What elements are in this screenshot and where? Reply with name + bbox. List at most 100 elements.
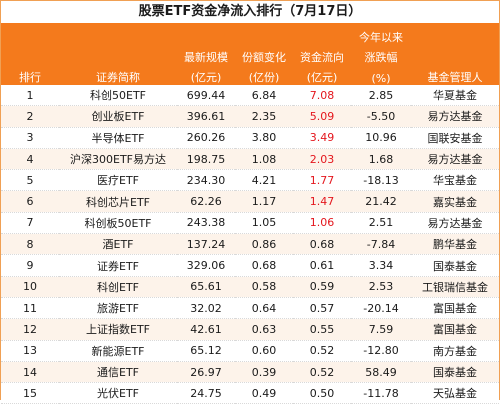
rank-cell: 9 [1,254,59,277]
scale-cell: 234.30 [177,169,235,192]
header-name: 证券简称 [59,65,177,85]
flow-cell: 0.52 [293,361,351,384]
share-change-cell: 3.80 [235,127,293,149]
rank-cell: 14 [1,361,59,384]
name-cell: 科创50ETF [59,85,177,107]
name-cell: 证券ETF [59,254,177,277]
name-cell: 科创芯片ETF [59,190,177,213]
header-spacer [1,45,59,65]
flow-cell: 2.03 [293,148,351,171]
flow-cell: 1.06 [293,212,351,235]
table-row: 4 沪深300ETF易方达 198.75 1.08 2.03 1.68 易方达基… [1,148,499,171]
flow-cell: 1.77 [293,169,351,192]
ytd-change-cell: 21.42 [351,190,411,213]
share-change-cell: 2.35 [235,105,293,128]
rank-cell: 13 [1,340,59,362]
flow-cell: 3.49 [293,127,351,149]
flow-cell: 0.52 [293,340,351,362]
ytd-change-cell: 3.34 [351,254,411,277]
scale-cell: 62.26 [177,190,235,213]
header-ytd-line1: 今年以来 [351,23,411,45]
rank-cell: 15 [1,382,59,404]
header-rank: 排行 [1,65,59,85]
ytd-change-cell: -5.50 [351,105,411,128]
table-row: 15 光伏ETF 24.75 0.49 0.50 -11.78 天弘基金 [1,382,499,404]
flow-cell: 0.61 [293,254,351,277]
share-change-cell: 6.84 [235,85,293,107]
name-cell: 沪深300ETF易方达 [59,148,177,171]
manager-cell: 天弘基金 [411,382,499,404]
scale-cell: 65.61 [177,276,235,298]
rank-cell: 12 [1,318,59,341]
rank-cell: 10 [1,276,59,298]
name-cell: 通信ETF [59,361,177,384]
ytd-change-cell: 1.68 [351,148,411,171]
share-change-cell: 0.49 [235,382,293,404]
manager-cell: 富国基金 [411,297,499,320]
scale-cell: 137.24 [177,233,235,256]
name-cell: 旅游ETF [59,297,177,320]
rank-cell: 7 [1,212,59,235]
name-cell: 光伏ETF [59,382,177,404]
ytd-change-cell: 58.49 [351,361,411,384]
table-title: 股票ETF资金净流入排行（7月17日） [1,1,499,23]
rank-cell: 3 [1,127,59,149]
ytd-change-cell: -12.80 [351,340,411,362]
share-change-cell: 0.58 [235,276,293,298]
ytd-change-cell: -20.14 [351,297,411,320]
rank-cell: 2 [1,105,59,128]
table-row: 14 通信ETF 26.97 0.39 0.52 58.49 国泰基金 [1,361,499,384]
table-row: 7 科创板50ETF 243.38 1.05 1.06 2.51 易方达基金 [1,212,499,235]
header-spacer [411,23,499,45]
table-row: 9 证券ETF 329.06 0.68 0.61 3.34 国泰基金 [1,254,499,277]
manager-cell: 国联安基金 [411,127,499,149]
name-cell: 科创ETF [59,276,177,298]
scale-cell: 65.12 [177,340,235,362]
name-cell: 创业板ETF [59,105,177,128]
header-share-line2: (亿份) [235,65,293,85]
manager-cell: 易方达基金 [411,105,499,128]
flow-cell: 0.59 [293,276,351,298]
header-share-line1: 份额变化 [235,45,293,65]
ytd-change-cell: -18.13 [351,169,411,192]
name-cell: 科创板50ETF [59,212,177,235]
table-row: 10 科创ETF 65.61 0.58 0.59 2.53 工银瑞信基金 [1,276,499,298]
table-header: 今年以来 最新规模 份额变化 资金流向 涨跌幅 排行 证券简称 (亿元) (亿份… [1,23,499,85]
table-row: 3 半导体ETF 260.26 3.80 3.49 10.96 国联安基金 [1,127,499,149]
share-change-cell: 0.64 [235,297,293,320]
share-change-cell: 0.60 [235,340,293,362]
name-cell: 半导体ETF [59,127,177,149]
table-body: 1 科创50ETF 699.44 6.84 7.08 2.85 华夏基金 2 创… [1,85,499,404]
manager-cell: 南方基金 [411,340,499,362]
ytd-change-cell: 2.53 [351,276,411,298]
scale-cell: 198.75 [177,148,235,171]
header-flow-line1: 资金流向 [293,45,351,65]
rank-cell: 6 [1,190,59,213]
scale-cell: 396.61 [177,105,235,128]
table-row: 12 上证指数ETF 42.61 0.63 0.55 7.59 富国基金 [1,318,499,341]
name-cell: 医疗ETF [59,169,177,192]
name-cell: 新能源ETF [59,340,177,362]
scale-cell: 26.97 [177,361,235,384]
manager-cell: 易方达基金 [411,212,499,235]
header-spacer [293,23,351,45]
header-ytd-line2: 涨跌幅 [351,45,411,65]
rank-cell: 5 [1,169,59,192]
ytd-change-cell: 2.51 [351,212,411,235]
manager-cell: 国泰基金 [411,254,499,277]
share-change-cell: 0.39 [235,361,293,384]
scale-cell: 24.75 [177,382,235,404]
flow-cell: 0.68 [293,233,351,256]
header-spacer [411,45,499,65]
scale-cell: 243.38 [177,212,235,235]
header-scale-line2: (亿元) [177,65,235,85]
share-change-cell: 1.05 [235,212,293,235]
flow-cell: 1.47 [293,190,351,213]
manager-cell: 国泰基金 [411,361,499,384]
header-spacer [177,23,235,45]
table-row: 1 科创50ETF 699.44 6.84 7.08 2.85 华夏基金 [1,85,499,107]
flow-cell: 0.50 [293,382,351,404]
table-row: 8 酒ETF 137.24 0.86 0.68 -7.84 鹏华基金 [1,233,499,256]
rank-cell: 8 [1,233,59,256]
